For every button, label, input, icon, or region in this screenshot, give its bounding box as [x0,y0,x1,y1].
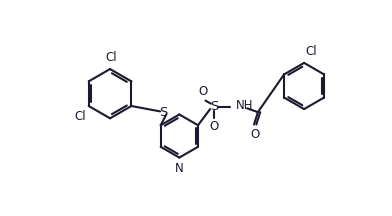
Text: Cl: Cl [106,51,117,64]
Text: N: N [175,162,184,175]
Text: O: O [209,120,219,133]
Text: O: O [199,84,208,98]
Text: O: O [250,128,260,141]
Text: Cl: Cl [306,45,317,58]
Text: S: S [159,106,167,119]
Text: S: S [210,100,218,113]
Text: Cl: Cl [74,110,85,123]
Text: NH: NH [236,100,254,113]
